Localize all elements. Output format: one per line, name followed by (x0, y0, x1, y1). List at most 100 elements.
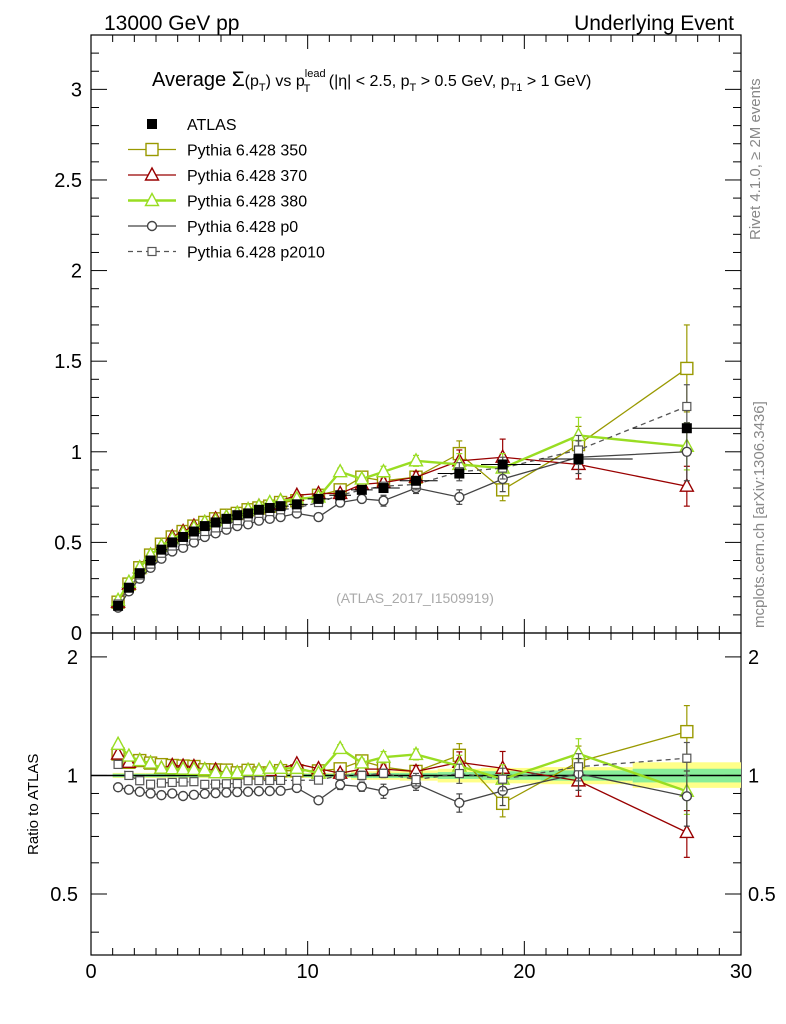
data-point (682, 401, 692, 412)
atlas-point (313, 493, 324, 504)
ratio-point (454, 768, 464, 779)
ratio-ylabel: Ratio to ATLAS (25, 754, 42, 855)
ratio-series-5 (113, 741, 692, 792)
ratio-point (175, 760, 191, 775)
ratio-tick-label-right: 1 (748, 765, 759, 787)
ratio-point (251, 762, 267, 777)
ratio-point (113, 759, 123, 770)
atlas-point (123, 582, 134, 593)
series-5 (113, 384, 692, 609)
ratio-point (498, 774, 508, 784)
y-tick-label: 2 (71, 261, 82, 283)
ratio-tick-label: 0.5 (50, 884, 78, 906)
ratio-point (134, 786, 145, 797)
atlas-point (335, 490, 346, 501)
atlas-point (356, 484, 367, 495)
ratio-point (680, 724, 694, 739)
ratio-point (110, 745, 126, 760)
ratio-layer (110, 705, 695, 858)
atlas-point (681, 423, 692, 434)
legend-label: Pythia 6.428 p2010 (187, 245, 325, 262)
y-tick-label: 1.5 (54, 351, 82, 373)
ratio-point (378, 768, 389, 778)
ratio-point (411, 774, 421, 785)
ratio-point (153, 759, 170, 774)
data-point (378, 495, 389, 506)
atlas-point (199, 521, 210, 532)
data-point (354, 470, 370, 485)
atlas-point (454, 468, 465, 479)
legend-marker (147, 246, 157, 257)
ratio-point (573, 762, 584, 772)
rivet-label: Rivet 4.1.0, ≥ 2M events (747, 78, 764, 240)
ratio-point (156, 789, 167, 801)
atlas-point (411, 475, 421, 486)
ratio-point (218, 764, 235, 779)
ratio-point (272, 759, 289, 774)
atlas-point (113, 600, 124, 611)
legend-marker (145, 142, 159, 157)
ratio-point (265, 775, 275, 786)
ratio-point (110, 735, 126, 750)
atlas-point (378, 483, 389, 494)
series-layer (110, 324, 741, 613)
ratio-series-1 (111, 705, 694, 818)
legend-label: Pythia 6.428 p0 (187, 219, 298, 236)
ratio-point (145, 779, 156, 789)
data-point (679, 477, 695, 492)
series-3 (110, 416, 695, 607)
atlas-point (275, 501, 286, 512)
legend-label: Pythia 6.428 380 (187, 194, 307, 211)
data-point (375, 463, 392, 478)
atlas-point (210, 517, 221, 528)
ratio-tick-label: 1 (67, 765, 78, 787)
legend-marker (146, 220, 158, 232)
x-tick-label: 10 (297, 961, 319, 983)
ratio-point (229, 764, 245, 779)
ratio-point (332, 739, 348, 755)
ratio-point (199, 788, 210, 799)
ratio-point (156, 778, 167, 788)
atlas-point (232, 510, 243, 521)
data-point (313, 511, 324, 523)
ratio-point (289, 759, 305, 775)
atlas-point (253, 504, 264, 515)
header-left: 13000 GeV pp (104, 12, 239, 35)
ratio-point (354, 754, 370, 769)
data-point (680, 361, 694, 376)
ratio-point (177, 790, 189, 802)
header-right: Underlying Event (574, 12, 734, 35)
ratio-point (313, 775, 324, 785)
ratio-point (454, 797, 465, 808)
legend-marker (144, 166, 160, 181)
legend: ATLAS Pythia 6.428 350 Pythia 6.428 370 Pyt… (128, 117, 325, 262)
atlas-point (145, 555, 156, 566)
ratio-point (681, 791, 693, 802)
legend-label: Pythia 6.428 350 (187, 143, 307, 160)
ratio-series-4 (112, 757, 693, 827)
ratio-point (188, 789, 200, 801)
ratio-point (254, 775, 264, 786)
ratio-point (124, 770, 134, 781)
y-tick-label: 2.5 (54, 170, 82, 192)
y-tick-label: 0.5 (54, 532, 82, 554)
atlas-point (291, 499, 302, 510)
ratio-tick-label: 2 (67, 647, 78, 669)
series-line (117, 405, 688, 605)
atlas-point (156, 544, 167, 555)
y-tick-label: 0 (71, 623, 82, 645)
ratio-frame (90, 632, 742, 956)
data-point (408, 452, 424, 467)
ratio-point (264, 785, 275, 797)
y-tick-label: 3 (71, 79, 82, 101)
data-point (681, 446, 693, 457)
ratio-point (135, 776, 145, 786)
legend-marker-atlas (147, 119, 157, 129)
atlas-point (264, 502, 275, 513)
legend-label: Pythia 6.428 370 (187, 168, 307, 185)
ratio-point (408, 745, 424, 761)
ratio-point (334, 779, 346, 790)
atlas-point (178, 531, 189, 542)
series-atlas (112, 423, 741, 611)
